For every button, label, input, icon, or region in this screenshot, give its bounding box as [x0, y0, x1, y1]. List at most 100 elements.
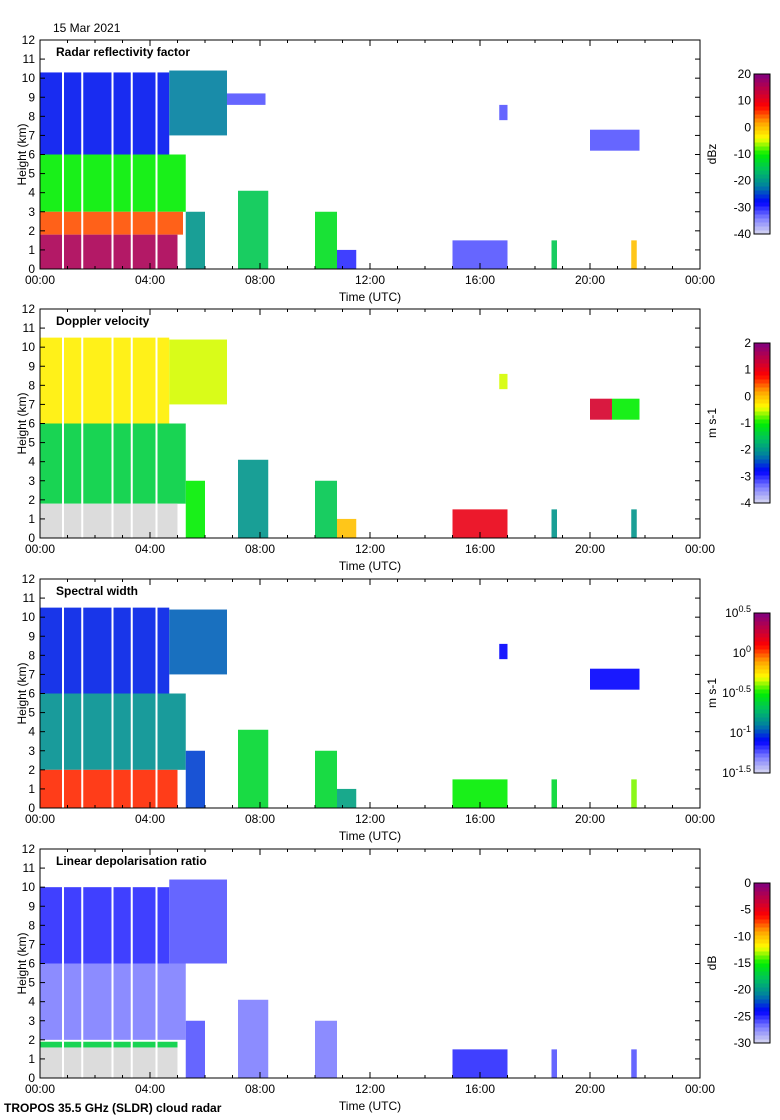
colorbar-cell — [754, 1015, 770, 1020]
colorbar-cell — [754, 725, 770, 730]
colorbar-cell — [754, 110, 770, 115]
colorbar-cell — [754, 471, 770, 476]
echo-cell — [590, 668, 640, 690]
colorbar-cell — [754, 991, 770, 996]
data-gap — [62, 40, 64, 269]
x-tick-label: 12:00 — [355, 1082, 385, 1096]
colorbar-cell — [754, 633, 770, 638]
y-tick-label: 9 — [28, 629, 35, 643]
data-gap — [111, 849, 114, 1078]
colorbar-cell — [754, 419, 770, 424]
x-tick-label: 12:00 — [355, 273, 385, 287]
colorbar-cell — [754, 765, 770, 770]
colorbar-cell — [754, 351, 770, 356]
colorbar-tick-label: 2 — [744, 336, 751, 350]
y-tick-label: 12 — [22, 572, 36, 586]
data-gap — [81, 849, 84, 1078]
y-tick-label: 12 — [22, 842, 36, 856]
colorbar-cell — [754, 463, 770, 468]
y-tick-label: 1 — [28, 782, 35, 796]
colorbar-cell — [754, 665, 770, 670]
colorbar-cell — [754, 383, 770, 388]
colorbar-cell — [754, 106, 770, 111]
colorbar-frame — [753, 882, 771, 1044]
echo-cell — [551, 779, 557, 808]
colorbar-cell — [754, 483, 770, 488]
y-tick-label: 8 — [28, 378, 35, 392]
x-tick-label: 20:00 — [575, 542, 605, 556]
colorbar-cell — [754, 971, 770, 976]
colorbar-cell — [754, 94, 770, 99]
colorbar-cell — [754, 423, 770, 428]
data-gap — [81, 309, 84, 538]
data-gap — [81, 579, 84, 808]
colorbar-cell — [754, 130, 770, 135]
colorbar-cell — [754, 499, 770, 504]
colorbar-cell — [754, 230, 770, 235]
colorbar-cell — [754, 1031, 770, 1036]
y-tick-label: 8 — [28, 918, 35, 932]
colorbar-tick-label: -30 — [734, 200, 752, 214]
x-tick-label: 12:00 — [355, 812, 385, 826]
colorbar-cell — [754, 959, 770, 964]
colorbar-cell — [754, 491, 770, 496]
colorbar-cell — [754, 895, 770, 900]
y-tick-label: 5 — [28, 436, 35, 450]
colorbar-cell — [754, 202, 770, 207]
colorbar-cell — [754, 931, 770, 936]
y-tick-label: 7 — [28, 128, 35, 142]
x-tick-label: 20:00 — [575, 812, 605, 826]
y-tick-label: 12 — [22, 302, 36, 316]
x-tick-label: 04:00 — [135, 542, 165, 556]
colorbar-cell — [754, 883, 770, 888]
colorbar-cell — [754, 1011, 770, 1016]
colorbar-tick-label: 10-1 — [730, 724, 751, 740]
echo-cell — [185, 480, 205, 538]
colorbar-label: m s-1 — [705, 678, 719, 708]
colorbar-tick-label: 10-0.5 — [722, 684, 751, 700]
y-tick-label: 7 — [28, 937, 35, 951]
y-tick-label: 12 — [22, 33, 36, 47]
colorbar-tick-label: 10 — [738, 94, 752, 108]
colorbar-cell — [754, 379, 770, 384]
colorbar-cell — [754, 689, 770, 694]
y-tick-label: 2 — [28, 493, 35, 507]
footer-label: TROPOS 35.5 GHz (SLDR) cloud radar — [4, 1101, 222, 1115]
echo-cell — [612, 398, 640, 420]
echo-cell — [315, 480, 337, 538]
colorbar-cell — [754, 170, 770, 175]
colorbar-cell — [754, 967, 770, 972]
colorbar-cell — [754, 194, 770, 199]
colorbar-cell — [754, 102, 770, 107]
data-gap — [81, 40, 84, 269]
colorbar-cell — [754, 653, 770, 658]
colorbar-cell — [754, 459, 770, 464]
colorbar-cell — [754, 495, 770, 500]
colorbar-cell — [754, 757, 770, 762]
colorbar-cell — [754, 911, 770, 916]
colorbar-cell — [754, 355, 770, 360]
data-gap — [62, 579, 64, 808]
x-tick-label: 16:00 — [465, 1082, 495, 1096]
y-tick-label: 11 — [23, 591, 36, 605]
colorbar-cell — [754, 701, 770, 706]
colorbar-tick-label: -4 — [740, 496, 751, 510]
colorbar-cell — [754, 669, 770, 674]
colorbar-label: m s-1 — [705, 408, 719, 438]
colorbar-cell — [754, 625, 770, 630]
colorbar-cell — [754, 451, 770, 456]
colorbar-tick-label: -10 — [734, 929, 752, 943]
y-tick-label: 4 — [28, 455, 35, 469]
colorbar-cell — [754, 899, 770, 904]
x-tick-label: 00:00 — [25, 542, 55, 556]
y-tick-label: 11 — [23, 52, 36, 66]
colorbar-cell — [754, 761, 770, 766]
colorbar-cell — [754, 891, 770, 896]
y-tick-label: 10 — [22, 610, 36, 624]
x-tick-label: 16:00 — [465, 542, 495, 556]
colorbar-cell — [754, 983, 770, 988]
x-tick-label: 20:00 — [575, 273, 605, 287]
x-tick-label: 16:00 — [465, 273, 495, 287]
